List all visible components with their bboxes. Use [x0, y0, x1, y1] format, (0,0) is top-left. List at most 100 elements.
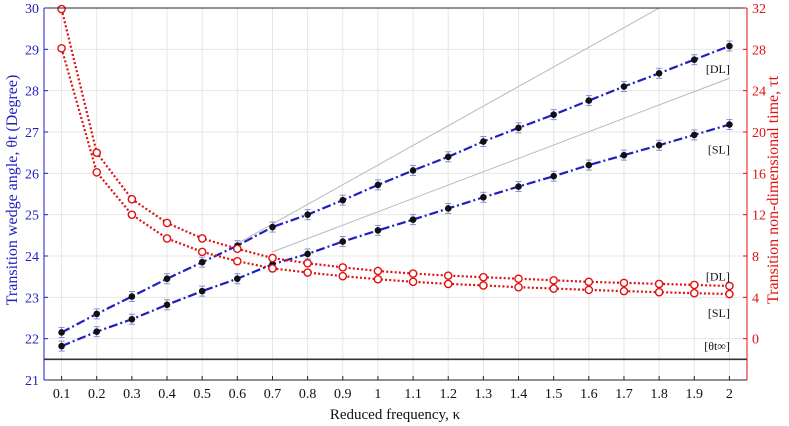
- y-axis-label-right: Transition non-dimensional time, τt: [765, 75, 782, 304]
- data-point: [374, 227, 382, 234]
- data-point: [93, 328, 101, 335]
- data-point: [690, 131, 698, 139]
- x-tick-label: 1.6: [580, 387, 598, 402]
- y-axis-label-left: Transition wedge angle, θt (Degree): [4, 75, 21, 306]
- y-tick-label-left: 25: [25, 209, 39, 224]
- data-point: [233, 244, 242, 254]
- data-point: [444, 153, 452, 161]
- data-point: [725, 289, 734, 299]
- data-point: [443, 271, 453, 280]
- data-point: [689, 280, 699, 290]
- data-point: [479, 281, 488, 290]
- y-tick-label-left: 21: [25, 374, 39, 389]
- x-tick-label: 1.2: [439, 387, 457, 402]
- data-point: [726, 121, 733, 128]
- data-point: [550, 172, 557, 180]
- data-point: [197, 247, 207, 257]
- data-point: [373, 274, 383, 284]
- data-point: [57, 44, 66, 53]
- data-point: [374, 181, 382, 189]
- data-point: [233, 256, 242, 266]
- data-point: [409, 167, 417, 174]
- data-point: [409, 216, 417, 223]
- data-point: [585, 161, 593, 169]
- x-tick-label: 1.5: [545, 387, 563, 402]
- y-tick-label-left: 26: [25, 167, 39, 182]
- x-tick-label: 0.2: [88, 387, 106, 402]
- series-line-2: [60, 8, 730, 288]
- data-point: [127, 194, 137, 204]
- series-annotation: [DL]: [706, 62, 730, 76]
- x-tick-label: 0.7: [264, 387, 282, 402]
- series-line-1: [61, 123, 730, 348]
- data-point: [480, 194, 487, 201]
- data-point: [303, 258, 312, 268]
- labels: Reduced frequency, κ Transition wedge an…: [4, 62, 782, 423]
- y-tick-label-right: 24: [752, 85, 766, 100]
- y-tick-label-right: 12: [752, 209, 766, 224]
- data-point: [304, 250, 311, 258]
- data-point: [654, 279, 664, 289]
- data-point: [234, 275, 241, 283]
- series-annotation: [SL]: [708, 142, 730, 156]
- data-point: [620, 83, 628, 90]
- x-tick-label: 0.1: [53, 387, 71, 402]
- x-tick-label: 0.6: [229, 387, 247, 402]
- data-point: [408, 269, 418, 278]
- data-point: [338, 263, 348, 272]
- y-tick-label-left: 23: [25, 291, 39, 306]
- data-point: [550, 111, 557, 118]
- x-tick-label: 0.5: [193, 387, 211, 402]
- data-point: [303, 268, 312, 277]
- y-tick-label-right: 20: [752, 126, 766, 141]
- data-point: [514, 282, 523, 292]
- y-tick-label-left: 30: [25, 2, 39, 17]
- axes: 0.1 0.2 0.3 0.4 0.5 0.6 0.7 0.8 0.9 1 1.1 1.2 1.3 1.4…: [25, 2, 766, 402]
- x-tick-label: 1.9: [686, 387, 704, 402]
- data-point: [58, 342, 65, 350]
- x-tick-label: 1.7: [615, 387, 633, 402]
- data-point: [619, 278, 629, 288]
- series-line-3: [60, 48, 730, 296]
- data-point: [304, 211, 311, 218]
- data-point: [726, 42, 733, 50]
- data-point: [443, 279, 453, 289]
- y-tick-label-right: 32: [752, 2, 766, 17]
- data-point: [128, 293, 136, 300]
- data-point: [725, 281, 734, 291]
- data-point: [585, 97, 593, 104]
- y-tick-label-right: 28: [752, 43, 766, 58]
- data-point: [549, 284, 558, 293]
- data-point: [479, 272, 488, 282]
- data-point: [655, 70, 663, 77]
- data-point: [584, 285, 594, 295]
- data-point: [162, 234, 172, 243]
- data-point: [584, 277, 594, 287]
- data-point: [163, 301, 171, 309]
- x-axis-label: Reduced frequency, κ: [330, 407, 461, 423]
- data-point: [619, 286, 629, 296]
- x-tick-label: 1.4: [510, 387, 528, 402]
- data-point: [514, 274, 523, 284]
- data-point: [162, 218, 172, 228]
- data-point: [268, 264, 277, 273]
- x-tick-label: 1.8: [650, 387, 668, 402]
- x-tick-label: 0.4: [158, 387, 176, 402]
- data-point: [339, 238, 347, 245]
- y-tick-label-right: 0: [752, 333, 759, 348]
- y-tick-label-left: 22: [25, 333, 39, 348]
- data-point: [338, 271, 348, 281]
- data-point: [444, 205, 452, 212]
- data-point: [197, 234, 207, 243]
- series-layer: [57, 4, 734, 352]
- data-point: [655, 141, 663, 149]
- x-tick-label: 1.3: [475, 387, 493, 402]
- reference-line: [237, 7, 660, 245]
- y-tick-label-right: 4: [752, 291, 759, 306]
- x-tick-label: 1: [374, 387, 381, 402]
- x-tick-label: 0.8: [299, 387, 317, 402]
- series-line-0: [61, 45, 730, 334]
- series-annotation: [DL]: [706, 270, 730, 284]
- data-point: [268, 253, 277, 263]
